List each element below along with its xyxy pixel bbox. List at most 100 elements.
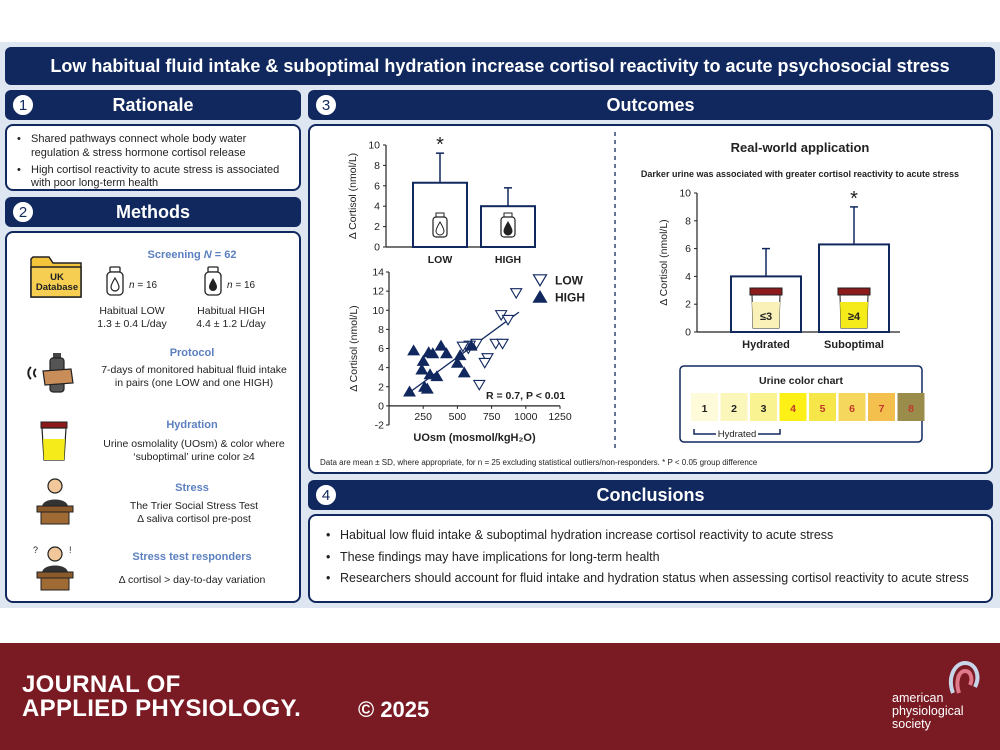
hydrated-bracket-label: Hydrated xyxy=(718,429,757,440)
trendline xyxy=(406,311,520,395)
responders-heading: Stress test responders xyxy=(132,551,252,563)
y-tick-label: 10 xyxy=(368,140,380,152)
conclusion-bullet: Researchers should account for fluid int… xyxy=(326,571,981,587)
conclusions-box: Habitual low fluid intake & suboptimal h… xyxy=(308,514,993,603)
svg-text:!: ! xyxy=(69,545,72,555)
y-tick-label: 8 xyxy=(374,160,380,172)
color-swatch-label: 8 xyxy=(908,403,914,415)
y-tick-label: 4 xyxy=(378,362,384,374)
stress-text-tsst: The Trier Social Stress Test xyxy=(129,500,259,512)
y-tick-label: 2 xyxy=(685,299,691,311)
y-axis-label: Δ Cortisol (nmol/L) xyxy=(348,305,360,391)
rationale-header: 1 Rationale xyxy=(5,90,301,120)
x-axis-label: UOsm (mosmol/kgH₂O) xyxy=(413,432,536,444)
outcomes-heading: Outcomes xyxy=(606,94,695,115)
stress-heading: Stress xyxy=(175,482,209,494)
outcomes-footnote: Data are mean ± SD, where appropriate, f… xyxy=(320,458,758,467)
color-swatch-label: 7 xyxy=(879,403,885,415)
hydration-heading: Hydration xyxy=(166,419,218,431)
methods-heading: Methods xyxy=(116,201,190,222)
y-tick-label: 12 xyxy=(372,286,384,298)
water-bottle-icon xyxy=(432,216,448,238)
screening-prefix: Screening xyxy=(147,249,204,261)
database-label: UK Database xyxy=(35,272,79,294)
category-label: Suboptimal xyxy=(824,339,884,351)
outcomes-charts: Real-world application Darker urine was … xyxy=(347,132,959,451)
bar-chart-low-high: 0 2 4 6 8 10 Δ Cortisol (nmol/L) * LOW HIGH xyxy=(347,134,536,266)
significance-marker: * xyxy=(850,188,858,210)
high-data-point xyxy=(439,347,453,359)
low-data-point xyxy=(478,357,492,369)
low-data-point xyxy=(472,379,486,391)
high-data-point xyxy=(423,368,437,380)
high-n-symbol: n xyxy=(227,280,233,291)
category-label: Hydrated xyxy=(742,339,790,351)
protocol-heading: Protocol xyxy=(169,347,215,359)
methods-box: UK Database Screening N = 62 n = 16 Habi… xyxy=(5,231,301,603)
journal-footer: JOURNAL OF APPLIED PHYSIOLOGY. © 2025 am… xyxy=(0,643,1000,750)
bar-chart-hydrated-suboptimal: 0 2 4 6 8 10 Δ Cortisol (nmol/L) Hydrated ≤3 * Sub… xyxy=(658,188,900,351)
urine-fill xyxy=(840,302,868,328)
y-tick-label: 2 xyxy=(374,221,380,233)
urine-color-swatches: 1 2 3 4 5 6 7 8 xyxy=(691,393,925,421)
x-tick-label: 1250 xyxy=(548,411,572,423)
urine-fill xyxy=(752,302,780,328)
color-swatch xyxy=(720,393,748,421)
low-n-value: = 16 xyxy=(134,280,158,291)
scatter-uosm-cortisol: -2 0 2 4 6 8 10 12 14 250 500 750 1000 1250 Δ Cortisol… xyxy=(348,267,585,445)
methods-number: 2 xyxy=(11,200,35,224)
color-swatch xyxy=(779,393,807,421)
color-swatch xyxy=(838,393,866,421)
color-swatch xyxy=(691,393,718,421)
water-bottle-high-icon xyxy=(204,266,222,296)
y-tick-label: 10 xyxy=(372,305,384,317)
conclusions-heading: Conclusions xyxy=(596,484,705,505)
high-data-point xyxy=(416,354,430,366)
y-tick-label: 4 xyxy=(685,271,691,283)
aps-logo-icon xyxy=(948,660,980,694)
society-name: american physiological society xyxy=(892,691,964,731)
stressed-speaker-icon: ? ! xyxy=(33,545,74,591)
significance-marker: * xyxy=(436,134,444,156)
bottle-cap-icon xyxy=(503,212,513,218)
society-line-2: physiological xyxy=(892,704,964,719)
legend-label: LOW xyxy=(555,274,584,288)
outcomes-number: 3 xyxy=(314,93,338,117)
y-axis-label: Δ Cortisol (nmol/L) xyxy=(347,153,359,239)
hand-holding-bottle-icon xyxy=(27,353,74,393)
rationale-heading: Rationale xyxy=(112,94,194,115)
x-tick-label: 1000 xyxy=(514,411,538,423)
stress-text-cortisol: Δ saliva cortisol pre-post xyxy=(137,513,251,525)
high-data-point xyxy=(457,366,471,378)
cup-lid-icon xyxy=(749,287,783,296)
color-swatch xyxy=(868,393,895,421)
high-n: n = 16 xyxy=(227,280,255,293)
low-data-point xyxy=(456,341,470,353)
low-n-symbol: n xyxy=(129,280,135,291)
water-drop-icon xyxy=(503,221,513,236)
conclusion-bullet: Habitual low fluid intake & suboptimal h… xyxy=(326,528,981,544)
color-swatch-label: 2 xyxy=(731,403,737,415)
category-label: HIGH xyxy=(495,254,521,266)
category-label: LOW xyxy=(428,254,453,266)
color-swatch-label: 6 xyxy=(849,403,855,415)
habitual-high-value: 4.4 ± 1.2 L/day xyxy=(196,318,266,330)
responders-text: Δ cortisol > day-to-day variation xyxy=(118,574,266,586)
high-data-point xyxy=(418,380,432,392)
methods-header: 2 Methods xyxy=(5,197,301,227)
y-tick-label: 0 xyxy=(374,242,380,254)
copyright: © 2025 xyxy=(358,697,430,722)
low-data-point xyxy=(496,338,510,350)
low-data-point xyxy=(509,288,523,300)
high-data-point xyxy=(464,339,478,351)
conclusions-number: 4 xyxy=(314,483,338,507)
bottle-cap-icon xyxy=(435,212,445,218)
high-data-point xyxy=(407,344,421,356)
water-bottle-low-icon xyxy=(106,266,124,296)
x-tick-label: 250 xyxy=(414,411,432,423)
y-tick-label: 10 xyxy=(679,188,691,200)
journal-line-1: JOURNAL OF xyxy=(22,671,181,698)
screening-n: N xyxy=(203,249,212,261)
color-swatch xyxy=(809,393,836,421)
y-tick-label: 0 xyxy=(378,400,384,412)
